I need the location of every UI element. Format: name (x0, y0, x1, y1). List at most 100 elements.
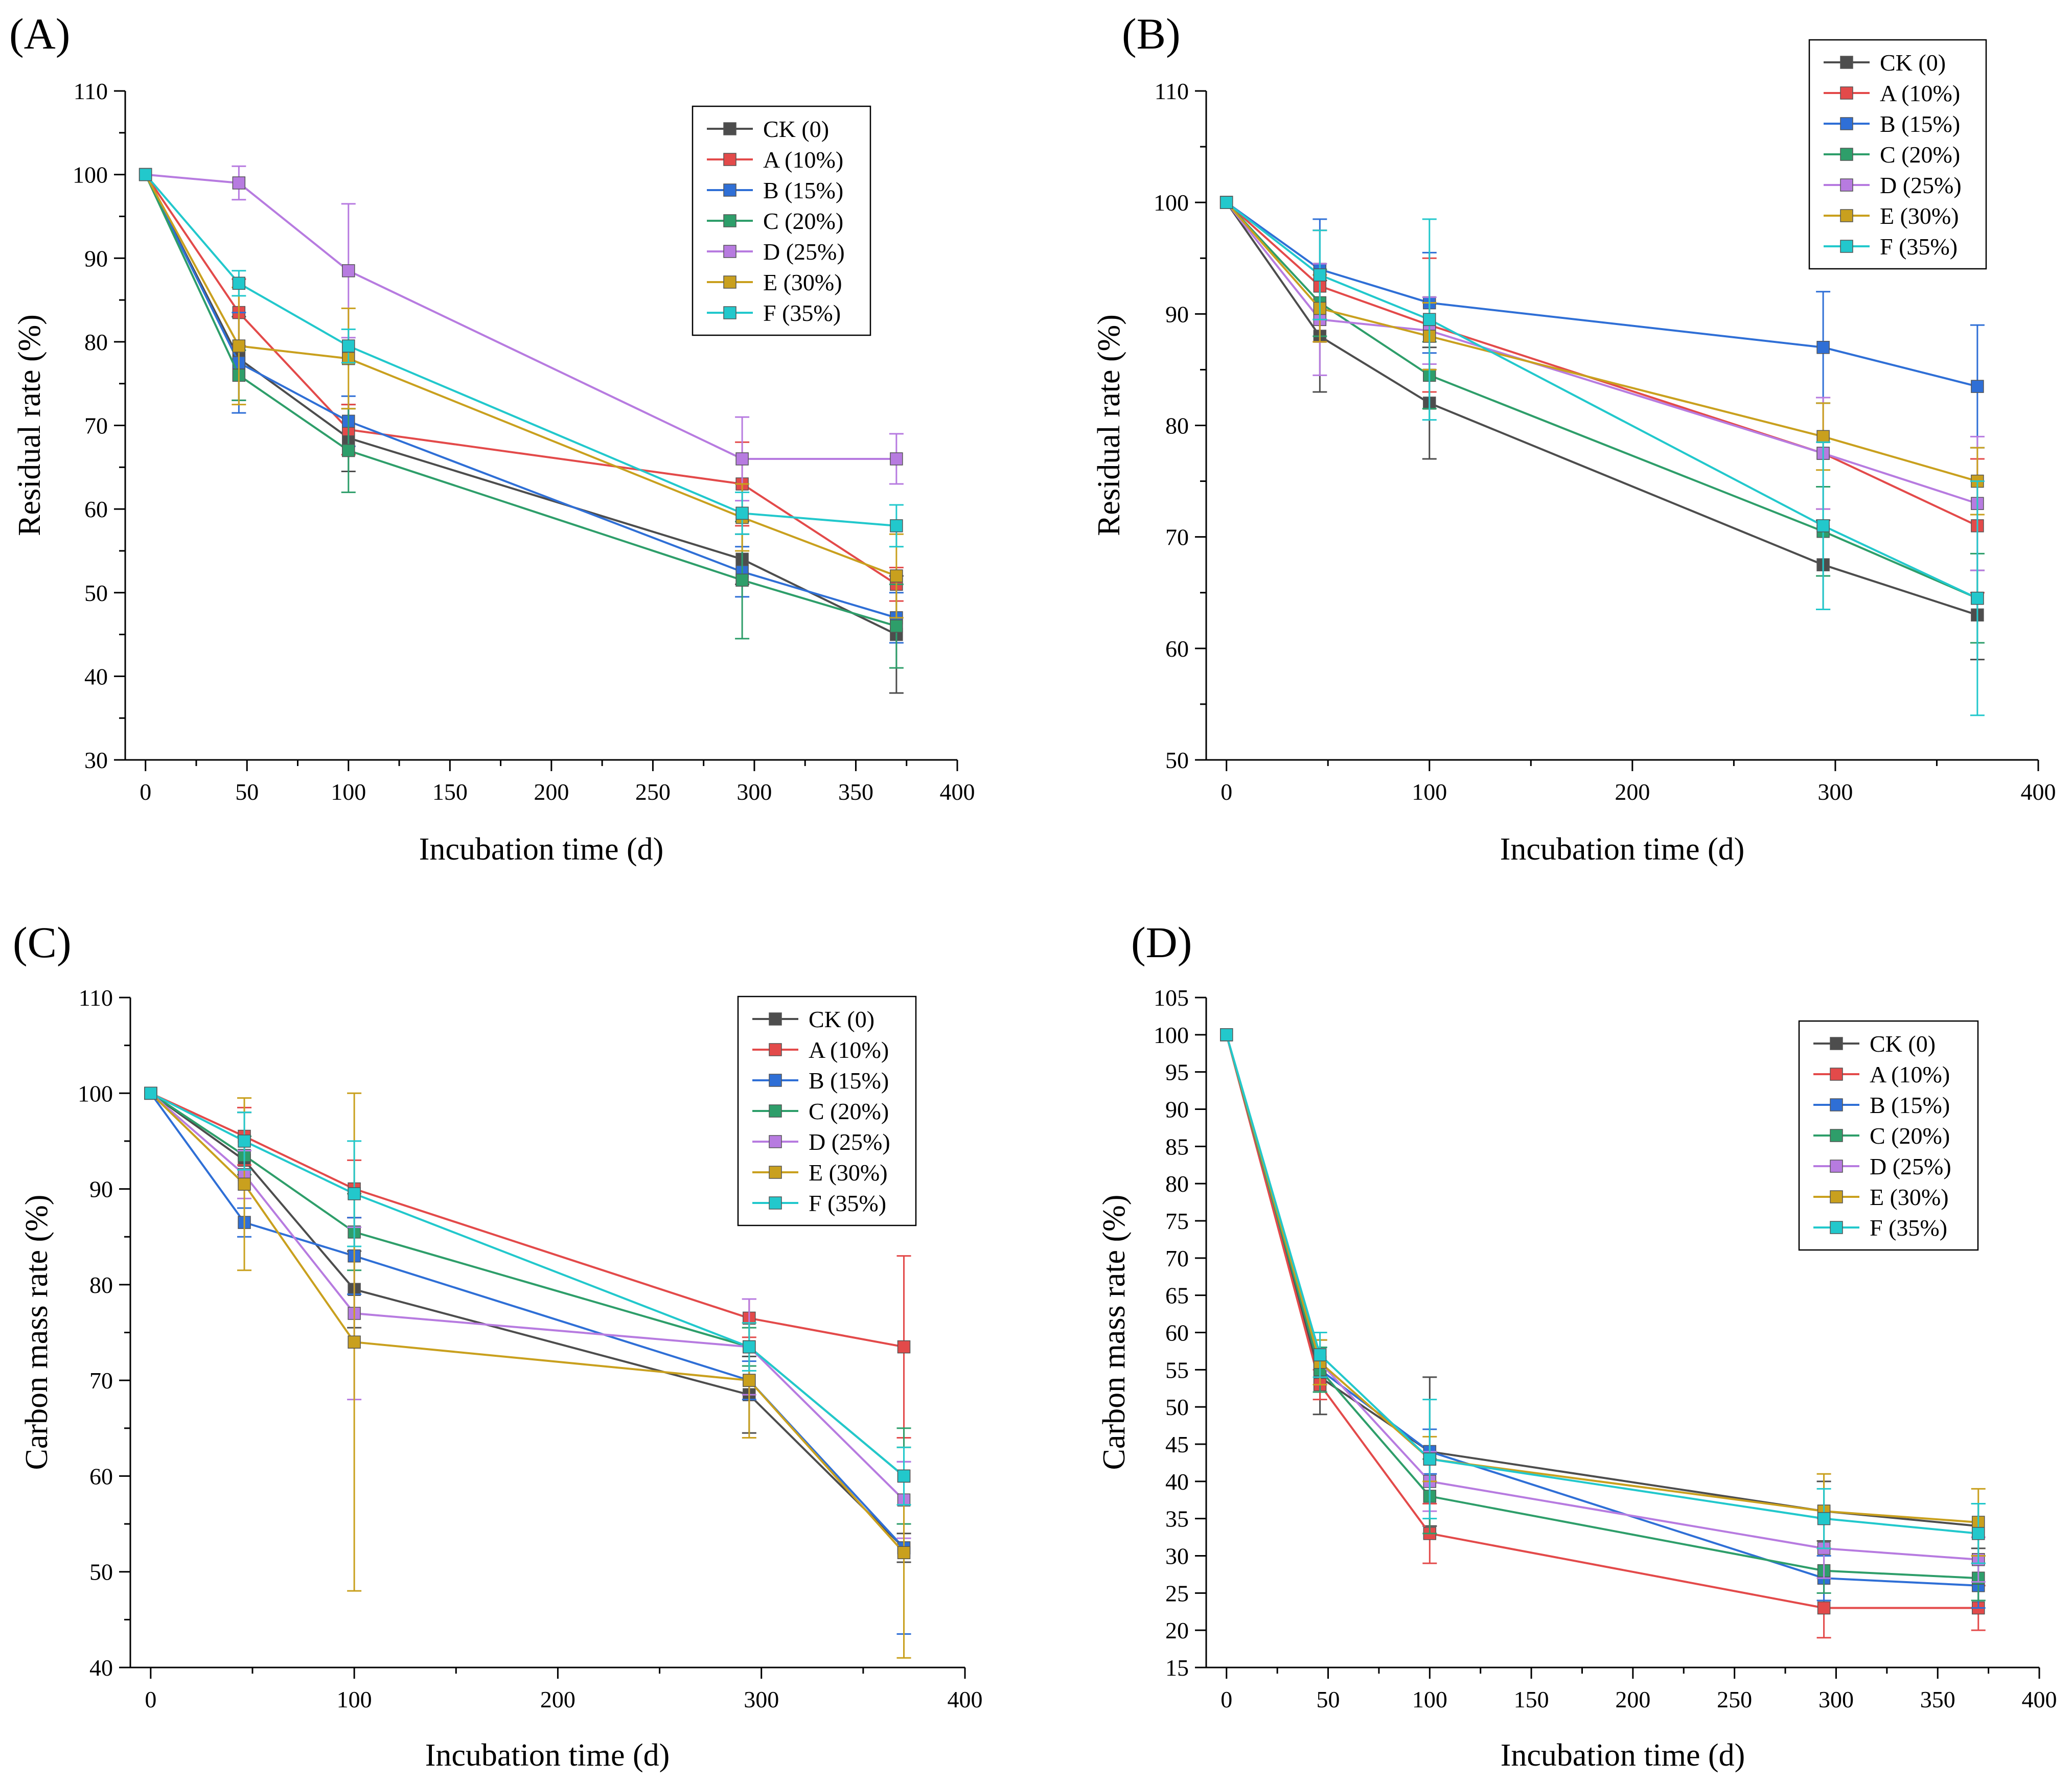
x-tick-label: 350 (838, 779, 873, 805)
x-tick-label: 400 (2021, 779, 2056, 805)
data-point (897, 1546, 911, 1560)
y-tick-label: 110 (1155, 78, 1189, 104)
chart-panel-2: (B) 0 100 200 300 400 50 60 70 80 90 100 110 Incubati… (1092, 9, 2056, 867)
legend-marker (1840, 117, 1853, 130)
y-tick-label: 45 (1165, 1431, 1189, 1457)
y-tick-label: 90 (1165, 301, 1189, 327)
y-tick-label: 100 (1154, 190, 1189, 216)
data-point (743, 1340, 756, 1354)
data-point (1219, 196, 1233, 209)
legend-marker (1840, 240, 1853, 253)
data-point (1423, 1452, 1437, 1466)
data-point (1971, 380, 1984, 393)
x-tick-label: 100 (337, 1686, 372, 1712)
legend-marker (1830, 1221, 1843, 1234)
x-axis-title: Incubation time (d) (1501, 1738, 1745, 1773)
y-axis-title: Residual rate (%) (1092, 314, 1126, 536)
legend: CK (0) A (10%) B (15%) C (20%) D (25%) E (30%… (1798, 1020, 1979, 1251)
y-tick-label: 20 (1165, 1617, 1189, 1643)
legend-label: C (20%) (1880, 142, 1960, 168)
data-point (342, 339, 355, 353)
y-tick-label: 100 (78, 1080, 113, 1106)
data-point (1313, 268, 1327, 282)
legend-marker (769, 1074, 782, 1087)
x-tick-label: 300 (1817, 779, 1853, 805)
y-tick-label: 65 (1165, 1283, 1189, 1309)
legend: CK (0) A (10%) B (15%) C (20%) D (25%) E (30%… (692, 105, 871, 336)
series (1220, 1028, 1986, 1564)
x-tick-label: 100 (331, 779, 366, 805)
data-point (232, 176, 246, 190)
data-point (1816, 519, 1830, 532)
y-tick-label: 90 (1165, 1097, 1189, 1123)
legend-marker (723, 306, 736, 319)
x-tick-label: 300 (744, 1686, 779, 1712)
x-tick-label: 100 (1412, 779, 1447, 805)
y-tick-label: 100 (1154, 1022, 1189, 1048)
legend: CK (0) A (10%) B (15%) C (20%) D (25%) E (30%… (1808, 39, 1987, 270)
data-point (890, 519, 903, 532)
chart-panel-4: (D) 0 50 100 150 200 250 300 350 400 15 20 25 30 35 40 4… (1097, 918, 2057, 1773)
y-tick-label: 90 (84, 245, 108, 271)
x-tick-label: 200 (534, 779, 569, 805)
x-tick-label: 250 (1717, 1686, 1752, 1712)
y-axis-title: Residual rate (%) (12, 314, 47, 536)
data-point (238, 1177, 251, 1191)
legend-marker (1830, 1098, 1843, 1111)
panel-label: (B) (1122, 9, 1181, 58)
legend-label: A (10%) (1870, 1061, 1950, 1087)
legend-marker (723, 183, 736, 197)
y-tick-label: 60 (84, 496, 108, 522)
data-point (735, 506, 749, 520)
legend-label: B (15%) (1870, 1092, 1950, 1118)
y-axis-title: Carbon mass rate (%) (1097, 1195, 1132, 1470)
legend-label: D (25%) (809, 1129, 890, 1155)
x-tick-label: 50 (1317, 1686, 1340, 1712)
y-tick-label: 80 (1165, 1171, 1189, 1197)
x-tick-label: 350 (1920, 1686, 1955, 1712)
legend-marker (1830, 1160, 1843, 1173)
legend-marker (1840, 56, 1853, 69)
y-tick-label: 90 (89, 1176, 113, 1202)
y-tick-label: 30 (84, 747, 108, 773)
y-tick-label: 25 (1165, 1580, 1189, 1606)
legend-marker (1840, 86, 1853, 100)
data-point (1313, 1348, 1327, 1361)
data-point (1423, 313, 1436, 326)
legend-marker (769, 1135, 782, 1148)
y-tick-label: 75 (1165, 1208, 1189, 1234)
y-tick-label: 110 (74, 78, 108, 104)
legend-label: CK (0) (809, 1006, 874, 1032)
panel-label: (D) (1131, 918, 1192, 967)
x-tick-label: 150 (432, 779, 468, 805)
y-tick-label: 95 (1165, 1059, 1189, 1085)
x-tick-label: 0 (1221, 1686, 1232, 1712)
legend-label: C (20%) (1870, 1123, 1950, 1149)
y-tick-label: 40 (84, 663, 108, 689)
y-tick-label: 15 (1165, 1655, 1189, 1681)
x-tick-label: 400 (2022, 1686, 2057, 1712)
x-tick-label: 250 (635, 779, 671, 805)
y-tick-label: 50 (1165, 1394, 1189, 1420)
series (144, 1086, 911, 1506)
data-point (890, 619, 903, 633)
y-tick-label: 60 (89, 1463, 113, 1489)
series (1219, 196, 1985, 716)
x-tick-label: 150 (1514, 1686, 1549, 1712)
legend-marker (1830, 1068, 1843, 1081)
y-axis-title: Carbon mass rate (%) (19, 1195, 54, 1470)
x-tick-label: 50 (235, 779, 259, 805)
legend-label: A (10%) (809, 1037, 889, 1063)
data-point (743, 1374, 756, 1387)
data-point (890, 569, 903, 583)
legend-marker (1840, 209, 1853, 222)
y-tick-label: 70 (89, 1368, 113, 1394)
x-axis-title: Incubation time (d) (1500, 832, 1745, 867)
data-point (1817, 1601, 1831, 1615)
legend-label: D (25%) (1870, 1153, 1951, 1179)
legend-label: E (30%) (763, 269, 842, 295)
data-point (735, 573, 749, 587)
legend-label: C (20%) (809, 1098, 889, 1124)
y-tick-label: 50 (84, 580, 108, 606)
y-tick-label: 70 (1165, 524, 1189, 550)
